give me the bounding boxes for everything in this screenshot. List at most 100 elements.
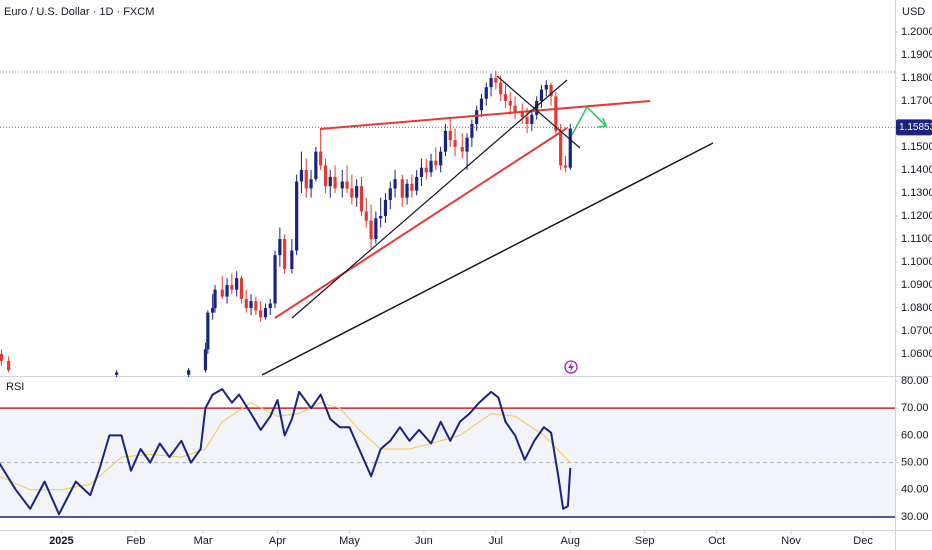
candle-body [239,278,244,299]
candle-body [494,77,498,83]
x-tick-label: Nov [781,535,801,547]
candle-body [244,298,248,309]
candle-body [249,301,253,309]
candle-body [439,151,443,166]
event-icon-bolt [568,362,574,372]
event-icon[interactable] [564,360,578,374]
candle-body [379,216,383,219]
candle-body [369,220,373,240]
candle-body [559,130,563,166]
candle-body [206,312,210,350]
y-tick-label: 1.20000 [901,26,932,38]
candle-body [429,160,433,173]
chart-title: Euro / U.S. Dollar · 1D · FXCM [4,6,154,18]
y-tick-label: 1.06000 [901,348,932,360]
candle-body [520,112,524,118]
candle-body [254,301,258,311]
rsi-title: RSI [6,381,24,393]
candle-body [259,310,263,318]
candle-body [443,130,448,152]
candle-body [0,354,4,361]
candle-body [273,255,277,304]
candle-body [489,77,493,88]
candle-body [539,89,544,101]
y-tick-label: 1.12000 [901,210,932,222]
y-tick-label: 1.08000 [901,302,932,314]
arrow-head [597,117,608,128]
candle-body [434,160,438,166]
candle-body [563,165,568,168]
candle-body [448,130,452,141]
candle-body [405,183,409,198]
x-tick-label: Sep [635,535,655,547]
candle-body [350,188,354,198]
candle-body [530,114,534,125]
candle-body [333,176,337,189]
candle-body [230,285,234,290]
y-tick-label: 50.00 [901,456,929,468]
y-tick-label: 40.00 [901,484,929,496]
candle-body [535,100,539,115]
annotations [261,75,714,376]
y-tick-label: 1.10000 [901,256,932,268]
candle-body [424,167,428,173]
candle-body [220,289,224,297]
trend-line [319,100,651,130]
candle-body [314,151,318,180]
candle-body [225,285,229,297]
last-price-label: 1.15853 [899,122,932,133]
marks: 1.06000 1.07000 1.08000 1.09000 1.10000 1.110… [0,26,932,547]
candle-body [554,96,558,131]
candle-body [508,100,512,106]
candle-body [295,181,299,251]
candle-body [278,239,282,256]
candle-body [393,179,397,189]
candle-body [388,188,392,200]
candle-body [309,179,313,189]
x-tick-label: Mar [194,535,213,547]
candle-body [340,181,344,189]
candle-body [549,84,553,97]
candle-body [304,170,308,189]
candle-body [415,176,419,191]
candle-body [503,94,508,101]
x-tick-label: Jun [415,535,433,547]
y-tick-label: 70.00 [901,402,929,414]
candle-body [568,128,572,168]
rsi-line [0,388,572,516]
x-tick-label: May [339,535,360,547]
trend-line [274,127,568,319]
candle-body [299,170,304,182]
candle-body [383,199,388,217]
currency-label: USD [902,6,925,18]
candle-body [460,147,464,152]
y-tick-label: 1.14000 [901,164,932,176]
candle-body [187,370,191,375]
candle-body [465,137,469,152]
candle-body [513,105,517,113]
x-tick-label: Feb [126,535,145,547]
x-tick-label: Oct [708,535,725,547]
y-tick-label: 1.13000 [901,187,932,199]
candle-body [419,167,424,177]
x-tick-label: 2025 [49,535,73,547]
candle-body [544,84,548,90]
candle-body [475,110,479,125]
candle-body [400,179,404,198]
x-tick-label: Dec [853,535,873,547]
x-tick-label: Aug [560,535,580,547]
candle-body [355,186,359,198]
y-tick-label: 1.17000 [901,95,932,107]
last-price-box [896,119,932,136]
candle-body [319,151,323,166]
y-tick-label: 80.00 [901,375,929,387]
x-tick-label: Apr [269,535,286,547]
candle-body [359,186,364,212]
projection-arrow [571,105,607,136]
y-tick-label: 1.18000 [901,72,932,84]
candle-body [525,117,529,125]
candle-body [328,176,332,187]
candle-body [7,360,11,371]
y-tick-label: 1.07000 [901,325,932,337]
candle-body [283,239,287,269]
